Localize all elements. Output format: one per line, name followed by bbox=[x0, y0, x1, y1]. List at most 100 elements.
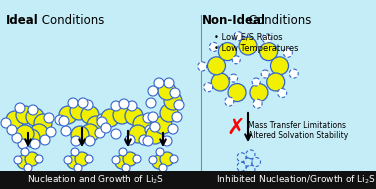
Circle shape bbox=[64, 156, 72, 164]
Circle shape bbox=[17, 155, 31, 169]
Text: Conditions: Conditions bbox=[38, 14, 105, 27]
Circle shape bbox=[146, 98, 156, 108]
Circle shape bbox=[46, 127, 56, 137]
Circle shape bbox=[252, 78, 260, 86]
Circle shape bbox=[74, 164, 82, 172]
Circle shape bbox=[67, 155, 81, 169]
Circle shape bbox=[71, 136, 81, 146]
Bar bbox=[0, 171, 376, 189]
Circle shape bbox=[59, 106, 77, 124]
Circle shape bbox=[18, 139, 28, 149]
Circle shape bbox=[152, 155, 166, 169]
Text: Nucleation and Growth of Li$_2$S: Nucleation and Growth of Li$_2$S bbox=[27, 174, 165, 186]
Circle shape bbox=[284, 48, 292, 57]
Circle shape bbox=[156, 148, 164, 156]
Circle shape bbox=[16, 125, 34, 143]
Circle shape bbox=[101, 123, 111, 133]
Circle shape bbox=[160, 152, 174, 166]
Text: • Low E/S Ratios: • Low E/S Ratios bbox=[214, 32, 283, 41]
Circle shape bbox=[44, 113, 54, 123]
Circle shape bbox=[211, 73, 229, 91]
Circle shape bbox=[129, 125, 147, 143]
Circle shape bbox=[75, 152, 89, 166]
Circle shape bbox=[278, 89, 287, 98]
Circle shape bbox=[125, 107, 143, 125]
Circle shape bbox=[170, 155, 178, 163]
Circle shape bbox=[55, 115, 65, 125]
Text: Non-Ideal: Non-Ideal bbox=[202, 14, 266, 27]
Text: ✗: ✗ bbox=[227, 118, 245, 138]
Circle shape bbox=[246, 150, 255, 159]
Circle shape bbox=[267, 73, 285, 91]
Circle shape bbox=[111, 101, 121, 111]
Circle shape bbox=[101, 109, 119, 127]
Circle shape bbox=[21, 148, 29, 156]
Circle shape bbox=[30, 139, 40, 149]
Circle shape bbox=[270, 57, 288, 75]
Circle shape bbox=[59, 116, 69, 126]
Circle shape bbox=[78, 98, 88, 108]
Circle shape bbox=[208, 57, 226, 75]
Circle shape bbox=[150, 122, 160, 132]
Circle shape bbox=[81, 106, 99, 124]
Circle shape bbox=[6, 111, 24, 129]
Circle shape bbox=[209, 42, 218, 51]
Circle shape bbox=[25, 152, 39, 166]
Circle shape bbox=[113, 106, 131, 124]
Circle shape bbox=[145, 125, 155, 135]
Circle shape bbox=[237, 162, 246, 171]
Circle shape bbox=[24, 164, 32, 172]
Circle shape bbox=[139, 135, 149, 145]
Circle shape bbox=[87, 116, 105, 134]
Circle shape bbox=[259, 43, 277, 61]
Circle shape bbox=[22, 129, 40, 147]
Circle shape bbox=[85, 155, 93, 163]
Circle shape bbox=[168, 124, 178, 134]
Circle shape bbox=[28, 105, 38, 115]
Text: Inhibited Nucleation/Growth of Li$_2$S: Inhibited Nucleation/Growth of Li$_2$S bbox=[216, 174, 376, 186]
Circle shape bbox=[262, 34, 271, 43]
Circle shape bbox=[83, 100, 93, 110]
Circle shape bbox=[230, 74, 238, 82]
Circle shape bbox=[246, 165, 255, 174]
Circle shape bbox=[133, 155, 141, 163]
Circle shape bbox=[68, 98, 78, 108]
Circle shape bbox=[15, 103, 25, 113]
Circle shape bbox=[133, 115, 151, 133]
Circle shape bbox=[146, 126, 164, 144]
Circle shape bbox=[174, 100, 184, 110]
Circle shape bbox=[289, 69, 298, 78]
Circle shape bbox=[30, 124, 48, 142]
Circle shape bbox=[71, 126, 89, 144]
Circle shape bbox=[148, 86, 158, 96]
Circle shape bbox=[16, 106, 34, 124]
Circle shape bbox=[97, 114, 107, 124]
Circle shape bbox=[143, 113, 153, 123]
Circle shape bbox=[239, 37, 257, 55]
Circle shape bbox=[1, 118, 11, 128]
Text: Conditions: Conditions bbox=[245, 14, 311, 27]
Text: Ideal: Ideal bbox=[6, 14, 39, 27]
Circle shape bbox=[119, 99, 129, 109]
Circle shape bbox=[218, 43, 237, 61]
Circle shape bbox=[154, 78, 164, 88]
Circle shape bbox=[261, 70, 269, 78]
Circle shape bbox=[97, 117, 107, 127]
Circle shape bbox=[123, 152, 137, 166]
Circle shape bbox=[170, 88, 180, 98]
Circle shape bbox=[160, 104, 178, 122]
Circle shape bbox=[159, 164, 167, 172]
Circle shape bbox=[252, 157, 261, 167]
Circle shape bbox=[95, 128, 105, 138]
Circle shape bbox=[237, 153, 246, 162]
Circle shape bbox=[125, 135, 135, 145]
Circle shape bbox=[234, 32, 243, 41]
Circle shape bbox=[164, 78, 174, 88]
Circle shape bbox=[34, 114, 52, 132]
Circle shape bbox=[85, 136, 95, 146]
Circle shape bbox=[162, 136, 172, 146]
Circle shape bbox=[81, 124, 99, 142]
Circle shape bbox=[61, 126, 71, 136]
Circle shape bbox=[40, 135, 50, 145]
Text: Mass Transfer Limitations: Mass Transfer Limitations bbox=[248, 122, 346, 130]
